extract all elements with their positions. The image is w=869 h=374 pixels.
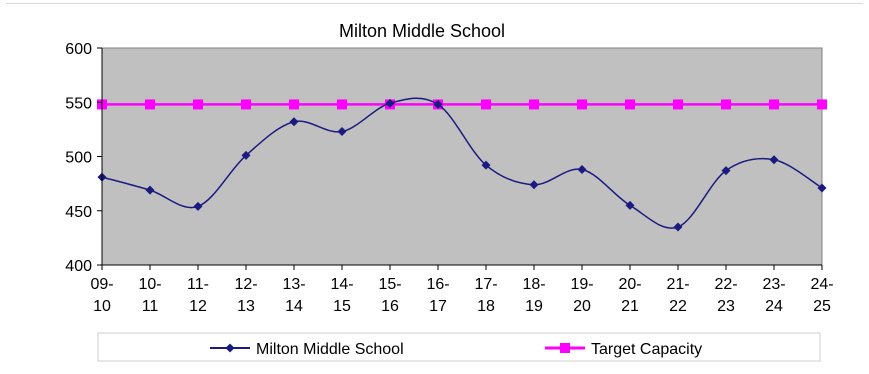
data-point <box>385 98 395 108</box>
top-divider <box>6 3 863 4</box>
x-tick-label-line: 24- <box>810 276 833 293</box>
x-tick-label: 22-23 <box>714 276 737 315</box>
x-tick-label-line: 18- <box>522 276 545 293</box>
legend-label: Target Capacity <box>591 341 702 358</box>
x-tick-label: 19-20 <box>570 276 593 315</box>
x-tick-label-line: 14 <box>285 298 303 315</box>
x-tick-label-line: 23 <box>717 298 735 315</box>
data-point <box>145 185 155 195</box>
y-tick-label: 500 <box>65 150 92 167</box>
x-tick-label-line: 17 <box>429 298 447 315</box>
x-tick-label-line: 09- <box>90 276 113 293</box>
axis-layer: 40045050055060009-1010-1111-1212-1313-14… <box>65 41 833 315</box>
x-tick-label-line: 21 <box>621 298 639 315</box>
x-tick-label-line: 23- <box>762 276 785 293</box>
x-tick-label-line: 13- <box>282 276 305 293</box>
x-tick-label-line: 10 <box>93 298 111 315</box>
x-tick-label: 21-22 <box>666 276 689 315</box>
data-point <box>481 99 491 110</box>
x-tick-label-line: 10- <box>138 276 161 293</box>
x-tick-label: 11-12 <box>187 276 209 315</box>
data-point <box>721 166 731 176</box>
data-point <box>337 99 347 110</box>
x-tick-label-line: 12- <box>234 276 257 293</box>
series-line <box>101 97 823 229</box>
data-point <box>289 117 299 127</box>
x-tick-label: 18-19 <box>522 276 545 315</box>
x-tick-label-line: 11 <box>142 298 159 315</box>
data-point <box>577 99 587 110</box>
x-tick-label-line: 19 <box>525 298 543 315</box>
plot-area <box>101 47 823 266</box>
series-milton-middle-school <box>97 97 827 232</box>
x-tick-label: 12-13 <box>234 276 257 315</box>
x-tick-label-line: 12 <box>189 298 207 315</box>
data-point <box>625 99 635 110</box>
x-tick-label: 23-24 <box>762 276 785 315</box>
x-tick-label-line: 20 <box>573 298 591 315</box>
data-point <box>289 99 299 110</box>
x-tick-label-line: 11- <box>187 276 209 293</box>
x-tick-label-line: 13 <box>237 298 255 315</box>
data-point <box>481 160 491 170</box>
x-tick-label: 16-17 <box>426 276 449 315</box>
x-tick-label: 20-21 <box>618 276 641 315</box>
x-tick-label: 09-10 <box>90 276 113 315</box>
legend: Milton Middle School Target Capacity <box>97 332 821 362</box>
x-tick-label: 13-14 <box>282 276 305 315</box>
x-tick-label: 17-18 <box>474 276 497 315</box>
data-point <box>241 99 251 110</box>
data-point <box>145 99 155 110</box>
x-tick-label: 24-25 <box>810 276 833 315</box>
data-point <box>193 201 203 211</box>
y-tick-label: 450 <box>65 204 92 221</box>
data-point <box>529 180 539 190</box>
legend-marker <box>225 343 235 353</box>
y-tick-label: 600 <box>65 41 92 58</box>
x-tick-label: 14-15 <box>330 276 353 315</box>
x-tick-label-line: 19- <box>570 276 593 293</box>
x-tick-label: 10-11 <box>138 276 161 315</box>
x-tick-label-line: 18 <box>477 298 495 315</box>
chart-title: Milton Middle School <box>339 21 505 41</box>
data-point <box>721 99 731 110</box>
x-tick-label-line: 24 <box>765 298 783 315</box>
x-tick-label: 15-16 <box>378 276 401 315</box>
data-point <box>769 155 779 165</box>
data-point <box>577 165 587 175</box>
x-tick-label-line: 16- <box>426 276 449 293</box>
x-tick-label-line: 25 <box>813 298 831 315</box>
data-point <box>529 99 539 110</box>
legend-box <box>97 332 821 362</box>
data-point <box>241 150 251 160</box>
x-tick-label-line: 16 <box>381 298 399 315</box>
plot-layer <box>97 47 827 266</box>
data-point <box>673 99 683 110</box>
data-point <box>769 99 779 110</box>
data-point <box>433 99 443 109</box>
x-tick-label-line: 15- <box>378 276 401 293</box>
legend-label: Milton Middle School <box>256 341 404 358</box>
data-point <box>673 222 683 232</box>
data-point <box>193 99 203 110</box>
y-tick-label: 400 <box>65 258 92 275</box>
x-tick-label-line: 15 <box>333 298 351 315</box>
legend-entry: Milton Middle School <box>210 341 404 358</box>
x-tick-label-line: 21- <box>666 276 689 293</box>
x-tick-label-line: 22 <box>669 298 687 315</box>
x-tick-label-line: 14- <box>330 276 353 293</box>
data-point <box>817 183 827 193</box>
data-point <box>625 200 635 210</box>
data-point <box>817 99 827 110</box>
legend-entry: Target Capacity <box>545 341 702 358</box>
legend-marker <box>560 343 570 353</box>
x-tick-label-line: 17- <box>474 276 497 293</box>
data-point <box>337 127 347 137</box>
y-tick-label: 550 <box>65 95 92 112</box>
x-tick-label-line: 22- <box>714 276 737 293</box>
x-tick-label-line: 20- <box>618 276 641 293</box>
